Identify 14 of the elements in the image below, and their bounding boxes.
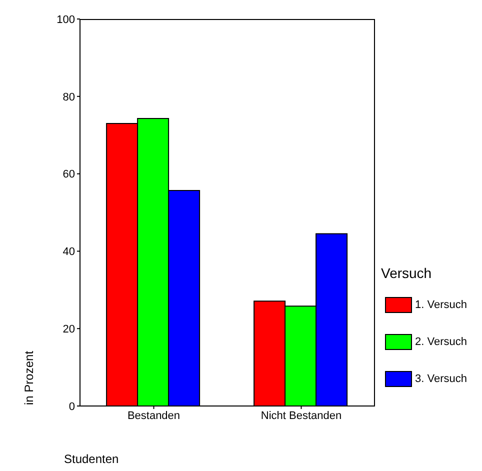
x-tick-label: Bestanden: [127, 410, 180, 422]
y-tick-label: 100: [56, 14, 75, 26]
y-tick-label: 40: [62, 246, 75, 258]
y-tick-label: 20: [62, 324, 75, 336]
x-axis-title: Studenten: [64, 452, 119, 466]
legend-label: 1. Versuch: [415, 299, 467, 311]
y-tick-label: 0: [68, 400, 75, 413]
legend-title: Versuch: [381, 265, 433, 281]
y-tick-label: 60: [62, 168, 75, 181]
x-tick-label: Nicht Bestanden: [260, 410, 342, 422]
legend-label: 3. Versuch: [415, 373, 467, 385]
legend-label: 2. Versuch: [415, 336, 467, 348]
y-axis-title: in Prozent: [22, 350, 36, 405]
y-tick-label: 80: [62, 91, 75, 104]
